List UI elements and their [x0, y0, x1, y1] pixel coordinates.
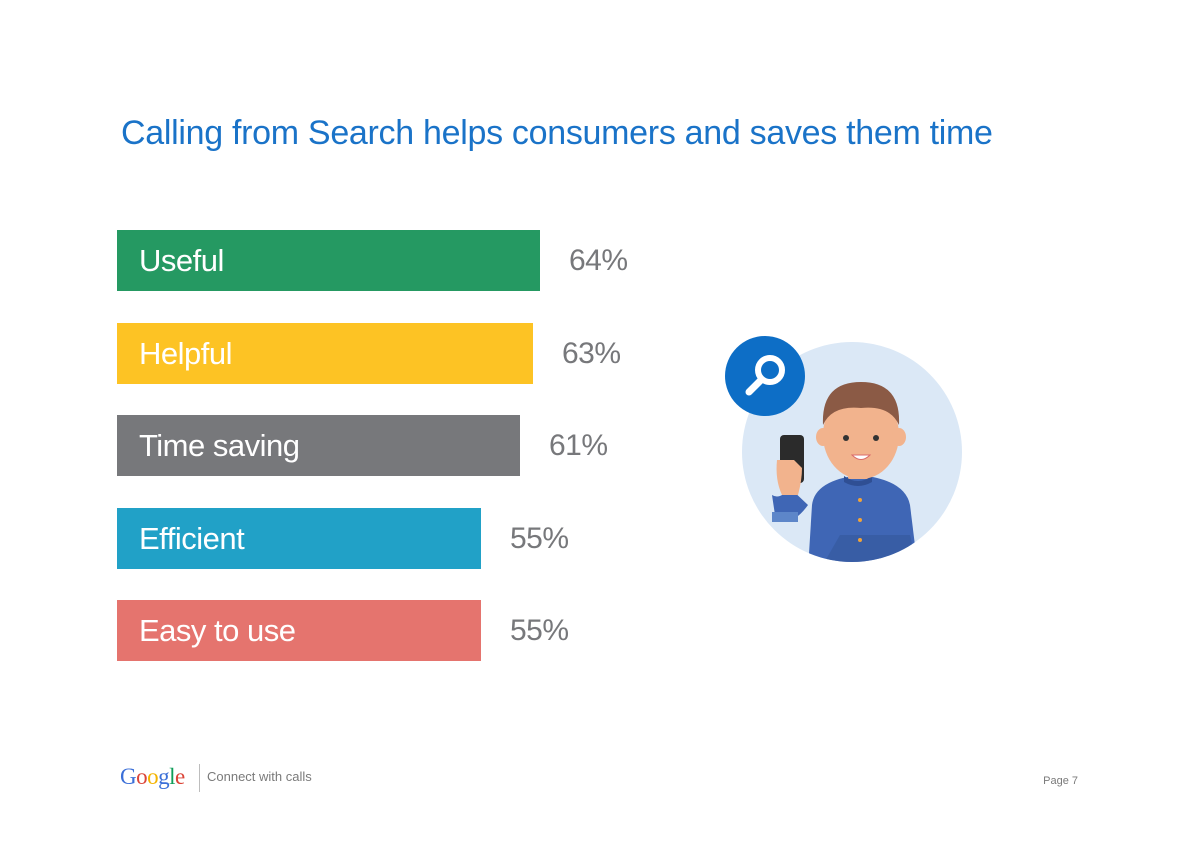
person-with-phone-icon [725, 336, 962, 562]
search-icon [745, 355, 785, 396]
footer-divider [199, 764, 200, 792]
bar-category-label: Time saving [139, 428, 300, 463]
chart-title: Calling from Search helps consumers and … [121, 114, 993, 152]
footer-tagline: Connect with calls [207, 769, 312, 784]
bar-value-label: 61% [549, 429, 608, 462]
bar-value-label: 55% [510, 614, 569, 647]
bar-time-saving: Time saving [117, 415, 520, 476]
page-number: Page 7 [1043, 775, 1078, 787]
bar-value-label: 64% [569, 244, 628, 277]
bar-helpful: Helpful [117, 323, 533, 384]
bar-category-label: Helpful [139, 336, 233, 371]
bar-category-label: Easy to use [139, 613, 296, 648]
bar-easy-to-use: Easy to use [117, 600, 481, 661]
bar-value-label: 63% [562, 337, 621, 370]
google-logo: Google [120, 764, 185, 789]
bar-efficient: Efficient [117, 508, 481, 569]
bar-useful: Useful [117, 230, 540, 291]
bar-value-label: 55% [510, 522, 569, 555]
bar-category-label: Useful [139, 243, 224, 278]
bar-category-label: Efficient [139, 521, 245, 556]
